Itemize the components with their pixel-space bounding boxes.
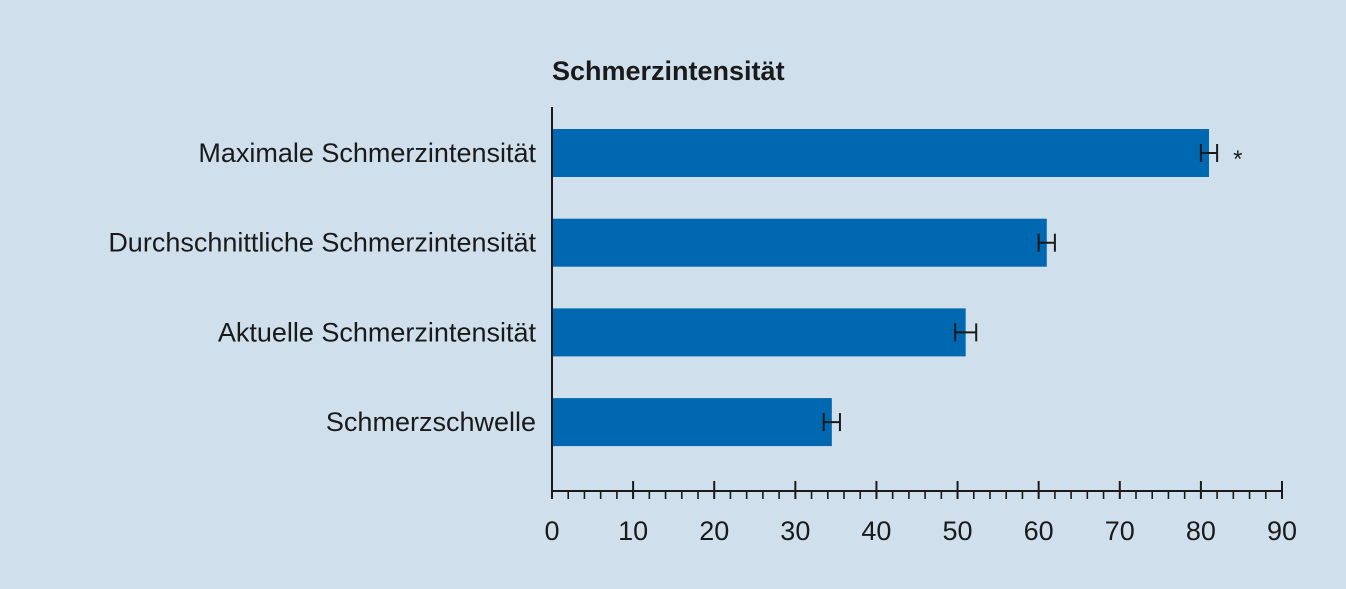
- category-label: Maximale Schmerzintensität: [198, 138, 536, 168]
- bar: [552, 218, 1047, 267]
- category-labels-group: Maximale Schmerzintensität Durchschnittli…: [108, 138, 536, 437]
- x-tick-label: 90: [1267, 516, 1297, 546]
- x-tick-label: 80: [1186, 516, 1216, 546]
- annotations-group: *: [1233, 146, 1242, 173]
- x-tick-label: 10: [618, 516, 648, 546]
- axes-group: 0 10 20 30 40 50 60 70 80 90: [544, 107, 1297, 546]
- x-tick-label: 60: [1024, 516, 1054, 546]
- bar: [552, 308, 966, 357]
- x-tick-label: 30: [780, 516, 810, 546]
- chart-title: Schmerzintensität: [552, 56, 785, 86]
- x-tick-label: 20: [699, 516, 729, 546]
- x-tick-label: 0: [544, 516, 559, 546]
- category-label: Aktuelle Schmerzintensität: [218, 317, 537, 347]
- bars-group: [552, 129, 1209, 447]
- category-label: Durchschnittliche Schmerzintensität: [108, 228, 536, 258]
- x-tick-label: 70: [1105, 516, 1135, 546]
- error-bars-group: [822, 144, 1219, 432]
- category-label: Schmerzschwelle: [326, 407, 536, 437]
- bar: [552, 129, 1209, 177]
- significance-marker: *: [1233, 146, 1242, 173]
- bar: [552, 398, 832, 447]
- x-tick-label: 50: [943, 516, 973, 546]
- x-tick-label: 40: [861, 516, 891, 546]
